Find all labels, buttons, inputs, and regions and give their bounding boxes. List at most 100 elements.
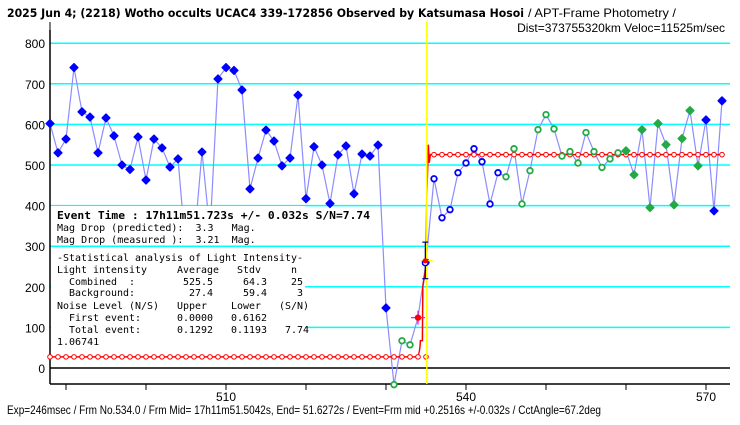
data-point [157,143,167,153]
model-point [359,354,365,360]
data-point [365,151,375,161]
model-point [263,354,269,360]
data-point [550,125,558,133]
statistics-line: -Statistical analysis of Light Intensity… [57,253,303,264]
x-tick-label: 510 [216,390,236,404]
model-point [583,151,589,158]
data-point [510,145,518,153]
axes: 0 100 200 300 400 500 600 700 800 510 540 570 [25,22,730,404]
data-point [438,214,446,222]
model-point [215,354,221,360]
statistics-line: Light intensity Average Stdv n [57,265,297,276]
data-point [69,62,79,73]
chart-subtitle: / APT-Frame Photometry / [528,6,677,20]
statistics-line: Noise Level (N/S) Upper Lower (S/N) [57,301,309,312]
model-point [271,354,277,360]
statistics-line: 1.06741 [57,337,99,348]
model-point [671,151,677,158]
data-point [566,147,574,156]
y-tick-label: 200 [25,281,45,295]
data-point [357,149,367,159]
data-point [478,158,486,166]
data-point [414,314,422,321]
data-point [133,132,143,142]
data-point [293,90,303,100]
model-point [631,151,637,158]
model-point [335,354,341,360]
model-point [543,151,549,158]
data-point [245,184,255,194]
model-point [127,354,133,360]
data-point [406,341,414,349]
data-point [430,175,438,183]
event-overlay [420,22,433,384]
model-point [695,151,701,158]
model-point [519,151,525,158]
data-point [61,134,71,144]
data-point [542,110,550,119]
data-point [606,155,614,163]
data-point [93,148,103,158]
data-point [701,115,711,125]
chart-distance-velocity: Dist=373755320km Veloc=11525m/sec [517,21,725,35]
data-point [526,166,534,175]
series-markers [45,62,727,389]
x-tick-label: 540 [456,390,476,404]
data-point [317,160,327,170]
model-point [311,354,317,360]
statistics-line: First event: 0.0000 0.6162 [57,313,267,324]
data-point [285,153,295,163]
model-point [479,151,485,158]
model-point [399,354,405,360]
model-point [95,354,101,360]
statistics-line: Combined : 525.5 64.3 25 [57,277,303,288]
model-point [111,354,117,360]
data-point [77,107,87,117]
data-point [693,161,703,171]
data-point [653,118,663,129]
data-point [229,65,239,76]
model-point [495,151,501,158]
model-point [351,354,357,360]
data-point [462,159,470,167]
event-time: Event Time : 17h11m51.723s +/- 0.032s S/… [57,209,370,222]
statistics-line: Background: 27.4 59.4 3 [57,288,303,299]
model-point [239,354,245,360]
model-point [663,151,669,158]
data-point [269,136,279,146]
model-point [599,151,605,158]
model-point [655,151,661,158]
model-point [55,354,61,360]
data-point [685,105,695,116]
model-point [487,151,493,158]
model-point [367,354,373,360]
data-point [237,85,247,95]
data-point [301,194,311,204]
model-point [71,354,77,360]
y-tick-label: 400 [25,200,45,214]
data-point [398,337,406,345]
model-point [287,354,293,360]
model-point [167,354,173,360]
y-tick-label: 800 [25,37,45,51]
data-point [213,74,223,84]
y-tick-label: 0 [38,362,45,376]
statistics-box-bg [51,206,305,346]
model-point [423,354,429,360]
data-point [661,140,671,150]
data-point [165,162,175,172]
data-point [125,164,135,175]
model-point [223,354,229,360]
model-point [103,354,109,360]
data-point [349,189,359,199]
model-point [175,354,181,360]
model-point [303,354,309,360]
data-point [221,62,231,73]
y-tick-label: 500 [25,159,45,173]
data-point [486,200,494,208]
model-point [391,354,397,360]
model-point [439,151,445,158]
data-point [373,140,383,150]
y-tick-label: 700 [25,78,45,92]
data-point [381,303,391,313]
